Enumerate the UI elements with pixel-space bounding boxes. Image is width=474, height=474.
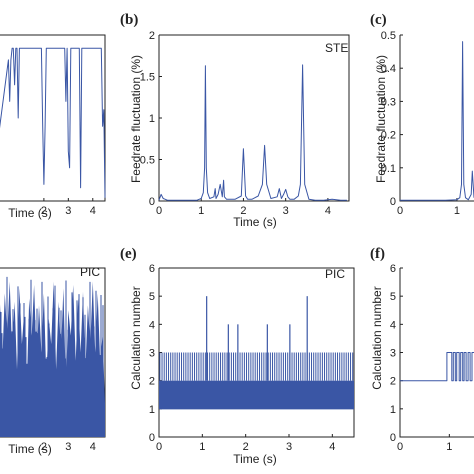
- panel-e-xtick-label-0: 0: [156, 441, 162, 453]
- panel-a-xtick-label-2: 4: [90, 205, 96, 217]
- panel-c-ytick-label-2: 0.2: [381, 130, 396, 142]
- panel-b-letter: (b): [120, 12, 138, 28]
- panel-d-xtick-label-0: 2: [41, 441, 47, 453]
- panel-b-xtick-label-3: 3: [283, 205, 289, 217]
- panel-a: 2 3 4 Time (s): [0, 34, 106, 220]
- panel-e-ytick-label-5: 5: [149, 291, 155, 303]
- panel-c-ytick-label-5: 0.5: [381, 30, 396, 42]
- panel-e-xlabel: Time (s): [233, 452, 277, 466]
- panel-b-tag: STE: [325, 41, 348, 55]
- panel-b-ytick-label-2: 1: [149, 113, 155, 125]
- panel-b-ytick-label-1: 0.5: [140, 155, 155, 167]
- panel-b-series-line: [158, 64, 347, 201]
- panel-b-xlabel: Time (s): [233, 215, 277, 229]
- panel-f-ytick-label-2: 2: [390, 376, 396, 388]
- panel-c: (c) 0 1 0 0.1 0.2 0.3 0.4 0.5 Feedrate fluctuat…: [370, 12, 474, 217]
- panel-c-ytick-label-0: 0: [390, 196, 396, 208]
- panel-c-series-line: [400, 41, 474, 201]
- panel-b-ytick-label-0: 0: [149, 196, 155, 208]
- panel-c-xtick-label-0: 0: [397, 205, 403, 217]
- panel-e-xtick-label-1: 1: [199, 441, 205, 453]
- panel-f-plot: 0 1 0 1 2 3 4 5 6: [390, 263, 474, 453]
- panel-b-ytick-label-3: 1.5: [140, 72, 155, 84]
- panel-e-ytick-label-6: 6: [149, 263, 155, 275]
- panel-c-ytick-label-3: 0.3: [381, 96, 396, 108]
- panel-f-ytick-label-3: 3: [390, 348, 396, 360]
- panel-b-ytick-label-4: 2: [149, 30, 155, 42]
- panel-d-xtick-label-2: 4: [90, 441, 96, 453]
- panel-d-xtick-label-1: 3: [65, 441, 71, 453]
- panel-f-ytick-label-0: 0: [390, 432, 396, 444]
- panel-c-ytick-label-1: 0.1: [381, 163, 396, 175]
- panel-a-xtick-label-1: 3: [65, 205, 71, 217]
- panel-f-xtick-label-0: 0: [397, 441, 403, 453]
- panel-c-ylabel: Feedrate fluctuation (%): [374, 55, 388, 183]
- panel-b-axes-frame: [158, 34, 350, 202]
- panel-e-ytick-label-0: 0: [149, 432, 155, 444]
- panel-f-ylabel: Calculation number: [370, 286, 384, 389]
- panel-f-ytick-label-6: 6: [390, 263, 396, 275]
- panel-f-series-line: [400, 352, 474, 382]
- panel-f: (f) 0 1 0 1 2 3 4 5 6 Calculation number: [370, 246, 474, 453]
- panel-a-xtick-label-0: 2: [41, 205, 47, 217]
- panel-a-series-line: [0, 47, 106, 198]
- panel-f-ytick-label-4: 4: [390, 319, 396, 331]
- panel-b-xtick-label-1: 1: [198, 205, 204, 217]
- panel-f-ytick-label-1: 1: [390, 404, 396, 416]
- panel-d: PIC 2 3 4 Time (s): [0, 265, 106, 456]
- panel-e-ytick-label-2: 2: [149, 376, 155, 388]
- panel-b-xtick-label-2: 2: [240, 205, 246, 217]
- panel-f-letter: (f): [370, 246, 385, 262]
- panel-e-ytick-label-1: 1: [149, 404, 155, 416]
- panel-a-plot: 2 3 4: [0, 34, 106, 217]
- panel-e-ytick-label-4: 4: [149, 319, 155, 331]
- panel-e-xtick-label-4: 4: [329, 441, 335, 453]
- panel-e-ylabel: Calculation number: [129, 286, 143, 389]
- panel-d-xlabel: Time (s): [8, 442, 52, 456]
- panel-e-plot: 0 1 2 3 4 0 1 2 3 4 5 6: [149, 263, 355, 453]
- panel-d-tag: PIC: [80, 265, 100, 279]
- panel-c-letter: (c): [370, 12, 387, 28]
- panel-a-axes-frame: [0, 34, 106, 202]
- panel-d-plot: 2 3 4: [0, 267, 106, 453]
- panel-b-xtick-label-4: 4: [325, 205, 331, 217]
- panel-e-band: [159, 380, 354, 409]
- panel-c-xtick-label-1: 1: [454, 205, 460, 217]
- panel-b-plot: 0 1 2 3 4 0 0.5 1 1.5 2: [140, 30, 350, 217]
- panel-b-xtick-label-0: 0: [156, 205, 162, 217]
- panel-e-ytick-label-3: 3: [149, 348, 155, 360]
- panel-e-xtick-label-2: 2: [243, 441, 249, 453]
- panel-e-letter: (e): [120, 246, 137, 262]
- panel-c-plot: 0 1 0 0.1 0.2 0.3 0.4 0.5: [381, 30, 474, 217]
- panel-e-xtick-label-3: 3: [286, 441, 292, 453]
- panel-a-xlabel: Time (s): [8, 206, 52, 220]
- panel-c-ytick-label-4: 0.4: [381, 63, 396, 75]
- panel-f-ytick-label-5: 5: [390, 291, 396, 303]
- panel-b-ylabel: Feedrate fluctuation (%): [129, 55, 143, 183]
- panel-b: (b) STE 0 1 2 3 4 0 0.5 1 1.5 2 Feedrate fluctuat…: [120, 12, 350, 229]
- panel-e-tag: PIC: [325, 267, 345, 281]
- panel-f-xtick-label-1: 1: [446, 441, 452, 453]
